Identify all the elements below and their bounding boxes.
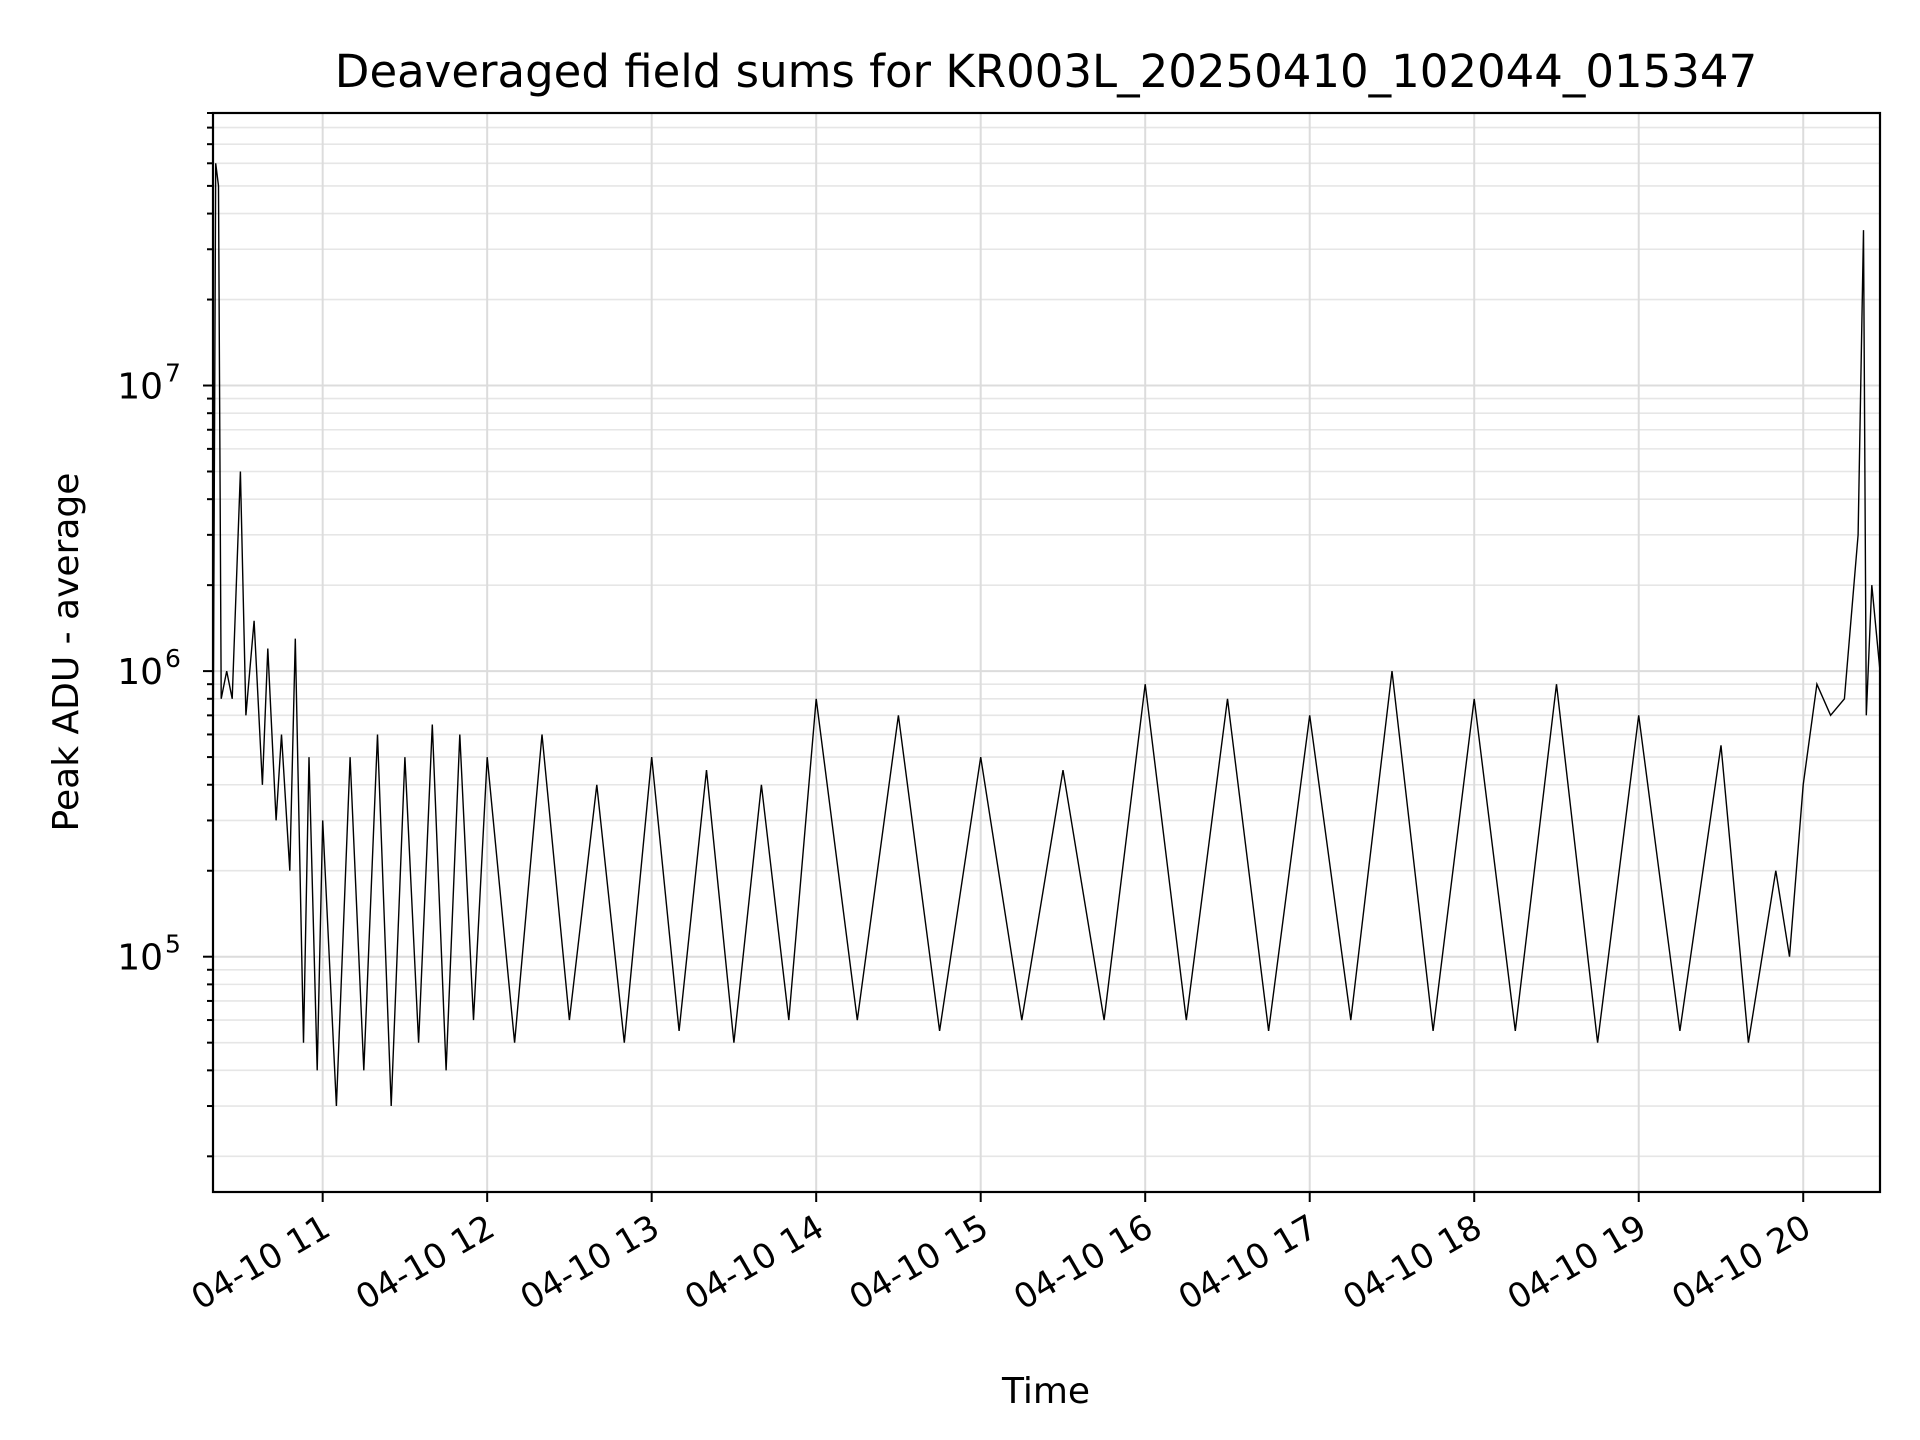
series-layer: [212, 163, 1881, 1107]
x-tick-label: 04-10 14: [678, 1207, 830, 1318]
x-axis-label: Time: [1001, 1371, 1090, 1412]
series-line: [212, 163, 1881, 1107]
chart-title: Deaveraged field sums for KR003L_2025041…: [335, 45, 1757, 98]
x-tick-label: 04-10 12: [349, 1207, 501, 1318]
y-tick-label: 10: [117, 367, 163, 408]
x-tick-label: 04-10 18: [1336, 1207, 1488, 1318]
y-tick-exponent: 5: [165, 930, 181, 959]
x-tick-label: 04-10 17: [1172, 1207, 1324, 1318]
y-tick-exponent: 6: [165, 644, 181, 673]
x-tick-label: 04-10 15: [843, 1207, 995, 1318]
y-tick-label: 10: [117, 938, 163, 979]
grid: [213, 112, 1880, 1192]
y-tick-label: 10: [117, 652, 163, 693]
x-tick-label: 04-10 13: [514, 1207, 666, 1318]
x-tick-label: 04-10 16: [1007, 1207, 1159, 1318]
x-tick-label: 04-10 20: [1665, 1207, 1817, 1318]
y-tick-exponent: 7: [165, 359, 181, 388]
plot-frame: [211, 111, 1882, 1194]
x-tick-label: 04-10 11: [185, 1207, 337, 1318]
x-tick-label: 04-10 19: [1501, 1207, 1653, 1318]
y-axis-label: Peak ADU - average: [46, 473, 87, 832]
